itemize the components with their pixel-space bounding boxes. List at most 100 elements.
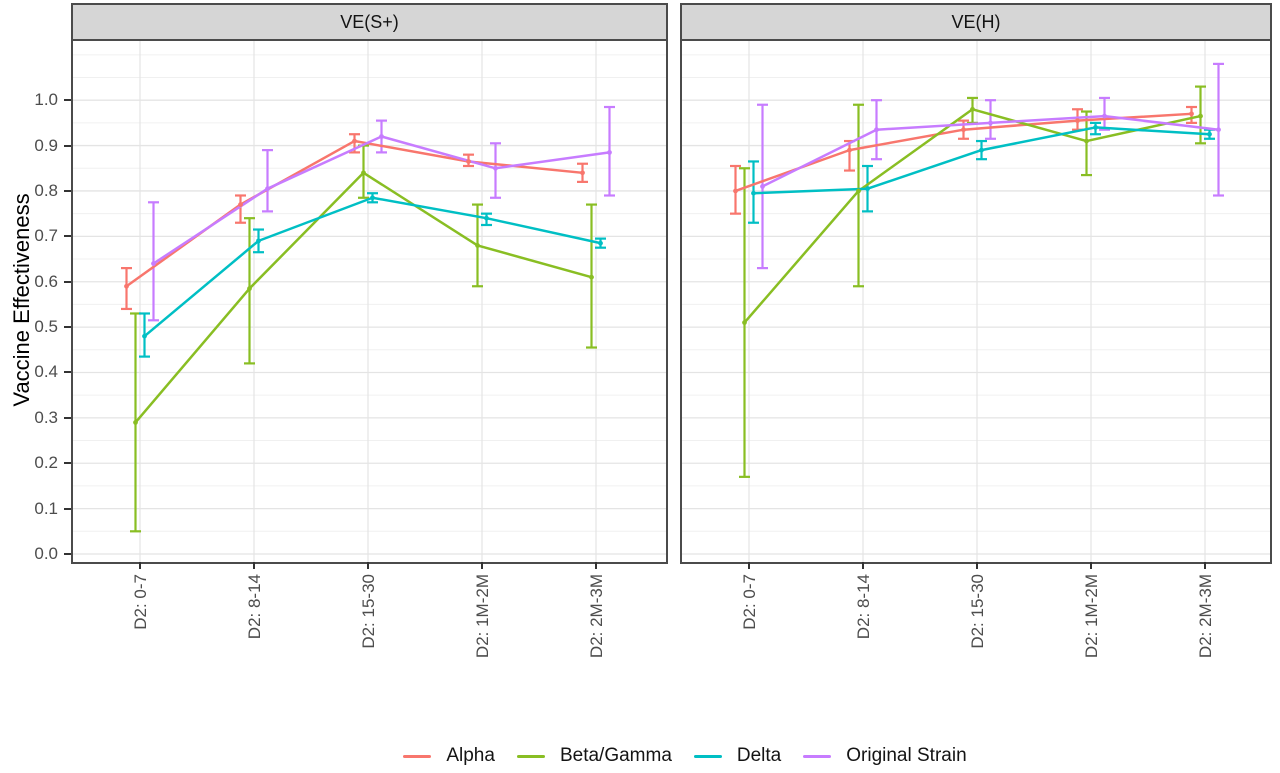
y-axis-tick [64, 280, 71, 283]
data-point [742, 320, 747, 325]
x-axis-tick [139, 562, 141, 569]
x-tick-label: D2: 2M-3M [1196, 574, 1215, 659]
data-point [370, 195, 375, 201]
x-tick-label: D2: 8-14 [245, 574, 264, 640]
data-point [580, 170, 585, 176]
y-axis-tick [64, 99, 71, 102]
legend-line-swatch-delta [693, 754, 722, 758]
data-point [856, 188, 861, 194]
data-point [847, 147, 852, 153]
data-point [589, 274, 594, 280]
legend-item: Beta/Gamma [516, 745, 672, 767]
y-tick-label: 0.0 [34, 544, 58, 563]
legend-label: Delta [736, 745, 782, 766]
data-point [874, 127, 879, 133]
legend: Alpha Beta/Gamma Delta Original Strain [90, 742, 1280, 770]
facet-strip-veh: VE(H) [680, 3, 1272, 41]
x-axis-tick [481, 562, 483, 569]
facet-panel-veh: VE(H) [680, 3, 1272, 564]
facet-strip-ves: VE(S+) [71, 3, 668, 41]
x-axis-tick [976, 562, 978, 569]
data-point [124, 283, 129, 289]
y-tick-label: 0.8 [34, 180, 58, 200]
data-point [988, 120, 993, 126]
x-axis-tick [862, 562, 864, 569]
y-tick-label: 0.6 [34, 271, 58, 291]
y-axis-tick [64, 416, 71, 419]
data-point [247, 286, 252, 291]
y-axis-tick [64, 507, 71, 510]
data-point [961, 127, 966, 133]
y-tick-label: 0.7 [34, 226, 58, 246]
x-axis-tick [253, 562, 255, 569]
data-point [1189, 111, 1194, 117]
legend-line-swatch-original-strain [803, 754, 832, 758]
data-point [1075, 118, 1080, 124]
x-tick-label: D2: 2M-3M [587, 574, 606, 659]
x-tick-label: D2: 0-7 [131, 574, 150, 630]
plot-area-ves [71, 39, 668, 564]
legend-label: Beta/Gamma [559, 745, 672, 766]
x-tick-label: D2: 15-30 [968, 574, 987, 649]
x-axis-tick [1204, 562, 1206, 569]
legend-item: Alpha [403, 745, 495, 767]
data-point [733, 188, 738, 194]
data-point [751, 190, 756, 196]
legend-line-swatch-alpha [403, 754, 432, 758]
data-point [256, 238, 261, 244]
data-point [979, 147, 984, 153]
data-point [1084, 138, 1089, 144]
data-point [1093, 125, 1098, 130]
data-point [970, 106, 975, 112]
data-point [607, 149, 612, 155]
data-point [865, 186, 870, 192]
data-point [1207, 131, 1212, 137]
data-point [484, 215, 489, 221]
series-line-delta [143, 196, 601, 338]
panel-canvas-veh [682, 41, 1270, 562]
y-axis-tick [64, 371, 71, 374]
legend-line-swatch-beta-gamma [516, 754, 545, 758]
legend-label: Alpha [446, 745, 495, 766]
data-point [265, 186, 270, 192]
x-tick-label: D2: 1M-2M [1082, 574, 1101, 659]
y-tick-label: 1.0 [34, 90, 58, 110]
y-axis-tick [64, 462, 71, 465]
y-tick-label: 0.4 [34, 362, 58, 382]
data-point [475, 243, 480, 248]
data-point [142, 333, 147, 339]
series-line-beta-gamma [743, 108, 1201, 324]
facet-panel-ves: VE(S+) [71, 3, 668, 564]
data-point [598, 240, 603, 246]
data-point [1216, 127, 1221, 133]
x-axis-tick [1090, 562, 1092, 569]
error-bar [262, 149, 273, 213]
data-point [1198, 113, 1203, 119]
y-axis-tick [64, 553, 71, 555]
y-axis-tick [64, 326, 71, 329]
data-point [379, 134, 384, 139]
y-tick-label: 0.9 [34, 135, 58, 155]
series-line-beta-gamma [134, 171, 592, 424]
y-axis-tick [64, 235, 71, 238]
x-tick-label: D2: 1M-2M [473, 574, 492, 659]
y-axis-tick [64, 144, 71, 147]
error-bar [235, 194, 246, 224]
facet-title-veh: VE(H) [951, 11, 1001, 32]
y-axis-tick [64, 189, 71, 192]
data-point [352, 138, 357, 144]
x-axis-tick [367, 562, 369, 569]
x-tick-label: D2: 15-30 [359, 574, 378, 649]
panel-canvas-ves [73, 41, 666, 562]
data-point [466, 159, 471, 164]
x-axis-tick [595, 562, 597, 569]
legend-item: Original Strain [803, 745, 967, 767]
y-tick-label: 0.3 [34, 407, 58, 427]
data-point [133, 419, 138, 425]
x-tick-label: D2: 0-7 [740, 574, 759, 630]
legend-item: Delta [693, 745, 782, 767]
plot-area-veh [680, 39, 1272, 564]
data-point [1102, 113, 1107, 119]
y-tick-label: 0.1 [34, 498, 58, 518]
